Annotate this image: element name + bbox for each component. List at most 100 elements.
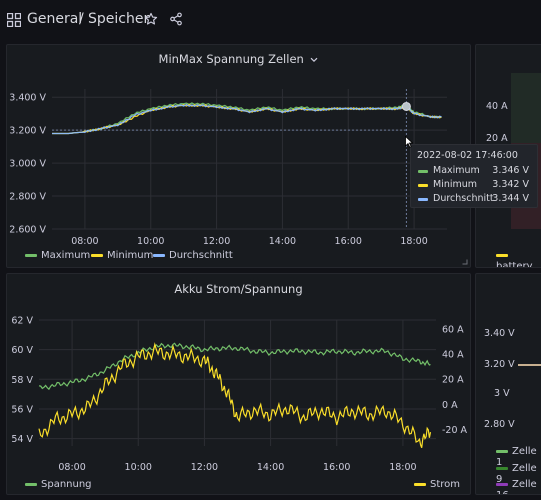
legend-item-zelle-9[interactable]: Zelle 9 [496,463,541,485]
legend-swatch [496,449,508,453]
tooltip-swatch [418,198,428,201]
y-tick-label: 3.400 V [9,93,46,104]
x-tick-label: 08:00 [71,236,98,247]
breadcrumb-separator: / [79,11,84,27]
x-tick-label: 18:00 [389,462,416,473]
top-bar: General / Speicher [0,0,541,40]
tooltip-value: 3.344 V [492,193,529,204]
chart-tooltip: 2022-08-02 17:46:00 Maximum 3.346 V Minim… [410,144,538,208]
panel-battery-current-voltage[interactable]: Akku Strom/Spannung 62 V 60 V 58 V 56 V 54 V… [6,273,471,495]
panel-title[interactable]: Akku Strom/Spannung [174,282,303,296]
y-left-tick-label: 58 V [11,375,33,386]
y-right-tick-label: 60 A [442,324,464,335]
apps-grid-icon[interactable] [7,13,21,27]
legend-label: Zelle 16 [496,479,537,494]
x-tick-label: 16:00 [335,236,362,247]
legend-label: Strom [430,479,461,490]
mouse-cursor-icon [405,136,413,148]
legend-item-minimum[interactable]: Minimum [91,250,153,261]
tooltip-swatch [418,170,428,173]
tooltip-row-minimum: Minimum 3.342 V [417,178,533,191]
hover-point [401,101,411,111]
legend-swatch [496,253,508,257]
panel2-chart[interactable]: 62 V 60 V 58 V 56 V 54 V 60 A 40 A 20 A 0 A -20 A… [7,274,471,495]
legend-label: Maximum [41,250,91,261]
x-tick-label: 12:00 [191,462,218,473]
tooltip-value: 3.342 V [492,179,529,190]
series-line-maximum [52,102,442,135]
y-tick-label: 3.000 V [9,159,46,170]
tooltip-series-name: Minimum [433,179,478,190]
y-tick-label: 2.800 V [9,192,46,203]
x-tick-label: 18:00 [400,236,427,247]
tooltip-series-name: Durchschnitt [433,193,494,204]
tooltip-row-average: Durchschnitt 3.344 V [417,192,533,205]
resize-handle-icon[interactable] [462,259,468,265]
x-tick-label: 16:00 [323,462,350,473]
y-left-tick-label: 62 V [11,316,33,327]
panel-header[interactable]: Akku Strom/Spannung [7,282,470,296]
legend-swatch [496,466,508,470]
y-tick-label: 2.600 V [9,225,46,236]
y-tick: 20 A [486,133,508,144]
y-tick: 2.80 V [484,419,515,430]
x-tick-label: 14:00 [257,462,284,473]
legend-swatch [25,253,37,257]
cell-series-line [518,364,541,366]
legend-swatch [153,253,165,257]
tooltip-value: 3.346 V [492,165,529,176]
panel-title[interactable]: MinMax Spannung Zellen [158,52,304,66]
legend-label: Zelle 1 [496,446,537,468]
legend-label: Minimum [107,250,154,261]
y-tick: 40 A [486,101,508,112]
legend-item-average[interactable]: Durchschnitt [153,250,233,261]
legend-item-maximum[interactable]: Maximum [25,250,90,261]
panel-minmax-voltage[interactable]: MinMax Spannung Zellen 3.400 V 3.200 V 3.0… [6,44,471,268]
series-line-minimum [52,103,442,135]
x-tick-label: 12:00 [203,236,230,247]
tooltip-time: 2022-08-02 17:46:00 [417,150,518,161]
legend-swatch [496,482,508,486]
x-tick-label: 14:00 [269,236,296,247]
series-line-strom [38,342,432,449]
y-right-tick-label: -20 A [442,425,468,436]
panel-cell-voltages[interactable]: 3.40 V 3.20 V 3 V 2.80 V Zelle 1 Zelle 9… [475,273,541,495]
series-line-average [52,103,442,135]
y-tick: 3.40 V [484,328,515,339]
y-right-tick-label: 0 A [442,400,458,411]
y-right-tick-label: 40 A [442,350,464,361]
legend-swatch [91,253,103,257]
panel1-chart[interactable]: 3.400 V 3.200 V 3.000 V 2.800 V 2.600 V 08:00… [7,45,471,268]
y-left-tick-label: 54 V [11,434,33,445]
y-left-tick-label: 56 V [11,404,33,415]
legend-swatch [25,482,37,486]
tooltip-swatch [418,184,428,187]
threshold-area-green [511,73,541,143]
legend-item-zelle-1[interactable]: Zelle 1 [496,446,541,468]
legend-item-zelle-16[interactable]: Zelle 16 [496,479,541,494]
legend-item-battery[interactable]: battery [496,250,541,268]
x-tick-label: 08:00 [58,462,85,473]
tooltip-row-maximum: Maximum 3.346 V [417,164,533,177]
tooltip-series-name: Maximum [433,165,480,176]
star-icon[interactable] [144,12,158,26]
breadcrumb-folder[interactable]: General [27,11,83,27]
y-right-tick-label: 20 A [442,375,464,386]
y-tick: 3.20 V [484,359,515,370]
x-tick-label: 10:00 [125,462,152,473]
x-tick-label: 10:00 [137,236,164,247]
chevron-down-icon[interactable] [310,57,318,63]
legend-label: battery [496,261,533,268]
legend-item-spannung[interactable]: Spannung [25,479,92,490]
share-icon[interactable] [169,12,183,26]
panel-header[interactable]: MinMax Spannung Zellen [7,52,470,66]
legend-swatch [414,482,426,486]
legend-label: Spannung [41,479,92,490]
y-tick: 3 V [494,388,510,399]
y-left-tick-label: 60 V [11,345,33,356]
series-line-spannung [38,342,431,391]
dashboard-title[interactable]: Speicher [88,11,150,27]
legend-label: Zelle 9 [496,463,537,485]
y-tick-label: 3.200 V [9,126,46,137]
legend-item-strom[interactable]: Strom [414,479,460,490]
